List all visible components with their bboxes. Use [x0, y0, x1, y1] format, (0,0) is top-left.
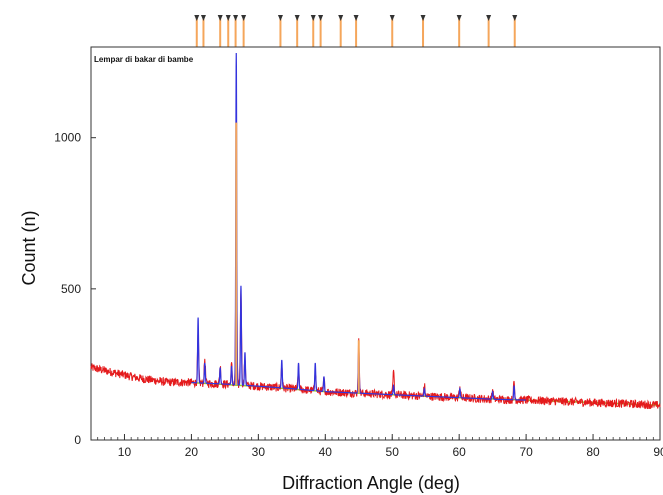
- x-tick-label: 10: [118, 445, 132, 459]
- observed-pattern-layer: [90, 235, 661, 410]
- reference-peak-marker: [194, 15, 200, 21]
- y-tick-label: 500: [61, 282, 81, 296]
- x-tick-label: 60: [452, 445, 466, 459]
- reference-peak-marker: [420, 15, 426, 21]
- reference-peak-marker: [233, 15, 239, 21]
- x-tick-label: 30: [252, 445, 266, 459]
- x-tick-label: 80: [586, 445, 600, 459]
- x-tick-label: 70: [519, 445, 533, 459]
- reference-peak-marker: [277, 15, 283, 21]
- reference-peak-marker: [294, 15, 300, 21]
- reference-peak-marker: [241, 15, 247, 21]
- x-axis-title: Diffraction Angle (deg): [282, 473, 460, 493]
- reference-peak-marker: [512, 15, 518, 21]
- reference-peak-marker: [486, 15, 492, 21]
- reference-peak-marker: [318, 15, 324, 21]
- reference-peak-marker: [225, 15, 231, 21]
- reference-peak-marker: [353, 15, 359, 21]
- reference-peak-marker: [200, 15, 206, 21]
- reference-peak-marker: [456, 15, 462, 21]
- y-axis-title: Count (n): [19, 210, 39, 285]
- observed-pattern-line: [90, 235, 661, 410]
- x-axis-ticks: 10 20 30 40 50 60 70 80 90: [90, 434, 663, 459]
- reference-bars-layer: [235, 122, 360, 394]
- x-tick-label: 90: [653, 445, 663, 459]
- x-tick-label: 50: [386, 445, 400, 459]
- reference-peak-marker: [389, 15, 395, 21]
- plot-frame: [90, 46, 661, 441]
- y-tick-label: 0: [74, 433, 81, 447]
- reference-peak-markers: [194, 15, 518, 47]
- y-axis-ticks: 0 500 1000: [54, 131, 96, 447]
- y-tick-label: 1000: [54, 131, 81, 145]
- reference-peak-marker: [217, 15, 223, 21]
- x-tick-label: 40: [319, 445, 333, 459]
- x-tick-label: 20: [185, 445, 199, 459]
- reference-peak-marker: [310, 15, 316, 21]
- reference-peak-marker: [338, 15, 344, 21]
- inset-label: Lempar di bakar di bambe: [94, 55, 194, 64]
